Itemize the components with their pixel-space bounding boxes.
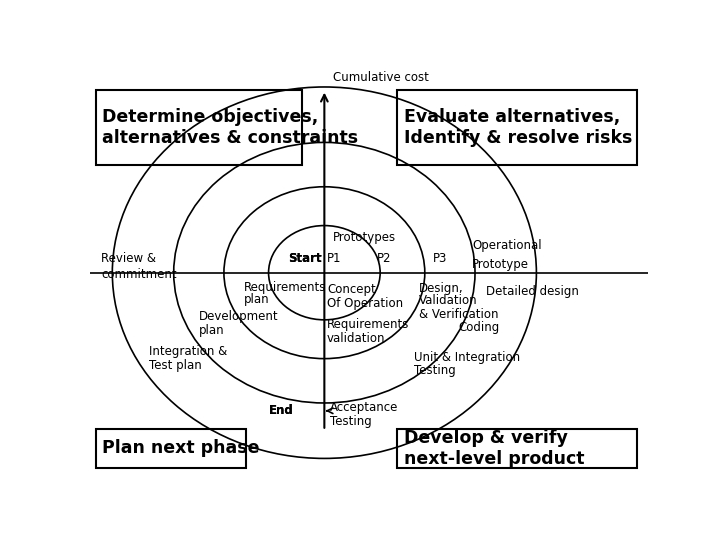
Text: Requirements: Requirements xyxy=(327,318,410,331)
Text: Review &: Review & xyxy=(101,252,156,265)
Text: Testing: Testing xyxy=(413,364,455,377)
Text: Integration &: Integration & xyxy=(148,345,227,358)
Text: Detailed design: Detailed design xyxy=(486,285,579,298)
Text: Operational: Operational xyxy=(472,239,542,252)
Text: End: End xyxy=(269,404,294,417)
Text: Start: Start xyxy=(288,252,322,265)
Text: Unit & Integration: Unit & Integration xyxy=(413,352,520,365)
Text: P2: P2 xyxy=(377,252,392,265)
Text: End: End xyxy=(269,404,294,417)
Text: commitment: commitment xyxy=(101,268,177,281)
Text: Requirements: Requirements xyxy=(243,281,326,294)
Text: Develop & verify
next-level product: Develop & verify next-level product xyxy=(404,429,584,468)
Text: Testing: Testing xyxy=(330,415,372,428)
Text: Start: Start xyxy=(288,252,322,265)
Text: plan: plan xyxy=(199,323,225,336)
Text: & Verification: & Verification xyxy=(419,308,499,321)
Text: Coding: Coding xyxy=(459,321,500,334)
Text: Concept: Concept xyxy=(327,283,376,296)
Text: Test plan: Test plan xyxy=(148,359,202,372)
Text: plan: plan xyxy=(243,293,269,306)
Text: Acceptance: Acceptance xyxy=(330,401,398,414)
Text: Evaluate alternatives,
Identify & resolve risks: Evaluate alternatives, Identify & resolv… xyxy=(404,108,632,146)
Text: End: End xyxy=(0,539,1,540)
Text: Of Operation: Of Operation xyxy=(327,298,403,310)
Text: Design,: Design, xyxy=(419,282,464,295)
Text: Start: Start xyxy=(0,539,1,540)
Text: Prototype: Prototype xyxy=(472,258,529,271)
Text: P1: P1 xyxy=(327,252,342,265)
Text: Validation: Validation xyxy=(419,294,478,307)
Text: Plan next phase: Plan next phase xyxy=(102,440,260,457)
Text: validation: validation xyxy=(327,332,386,345)
Text: Cumulative cost: Cumulative cost xyxy=(333,71,428,84)
Text: Development: Development xyxy=(199,310,279,323)
Text: Determine objectives,
alternatives & constraints: Determine objectives, alternatives & con… xyxy=(102,108,359,146)
Text: P3: P3 xyxy=(433,252,448,265)
Text: Prototypes: Prototypes xyxy=(333,231,396,244)
Text: End: End xyxy=(269,404,294,417)
Text: Start: Start xyxy=(288,252,322,265)
